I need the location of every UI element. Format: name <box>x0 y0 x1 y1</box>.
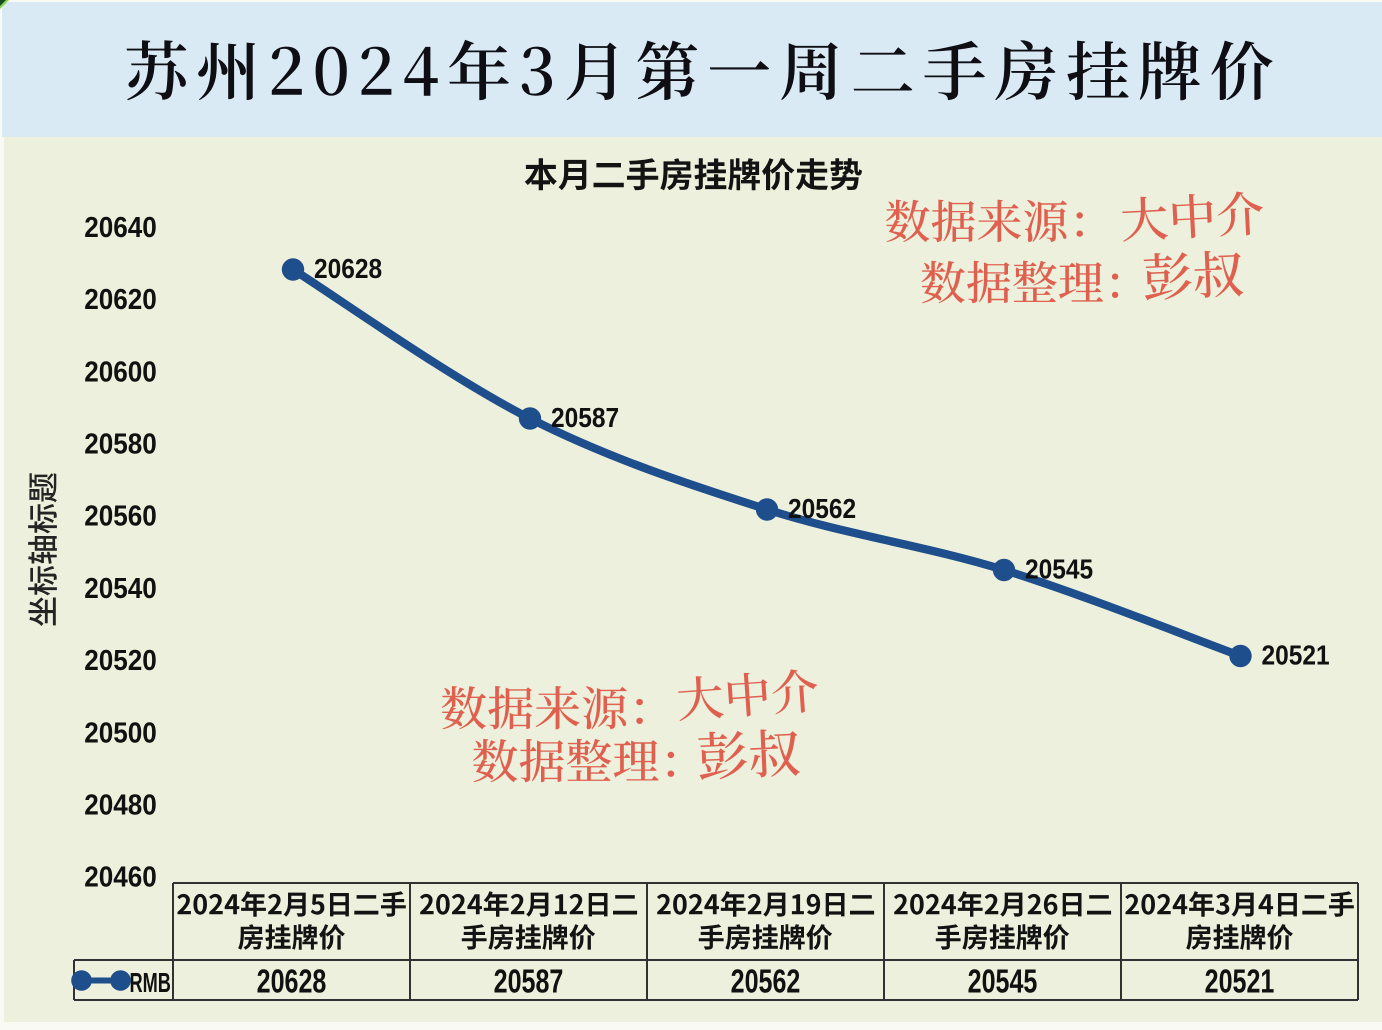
svg-text:20580: 20580 <box>84 427 157 460</box>
svg-text:20521: 20521 <box>1262 639 1330 671</box>
svg-text:RMB: RMB <box>130 968 171 999</box>
svg-text:20545: 20545 <box>1025 553 1093 585</box>
svg-text:20628: 20628 <box>257 963 327 1000</box>
svg-text:20587: 20587 <box>494 963 564 1000</box>
svg-text:20520: 20520 <box>84 644 157 677</box>
svg-text:20640: 20640 <box>84 211 157 244</box>
svg-text:20480: 20480 <box>84 788 157 821</box>
svg-text:20521: 20521 <box>1205 963 1275 1000</box>
svg-text:20460: 20460 <box>84 860 157 893</box>
svg-text:20560: 20560 <box>84 499 157 532</box>
svg-text:20540: 20540 <box>84 572 157 605</box>
svg-text:20545: 20545 <box>968 963 1038 1000</box>
svg-text:20500: 20500 <box>84 716 157 749</box>
svg-text:20562: 20562 <box>788 492 856 524</box>
svg-text:20587: 20587 <box>551 401 619 433</box>
svg-text:20600: 20600 <box>84 355 157 388</box>
svg-text:20562: 20562 <box>731 963 801 1000</box>
svg-text:20628: 20628 <box>314 252 382 284</box>
svg-text:20620: 20620 <box>84 283 157 316</box>
